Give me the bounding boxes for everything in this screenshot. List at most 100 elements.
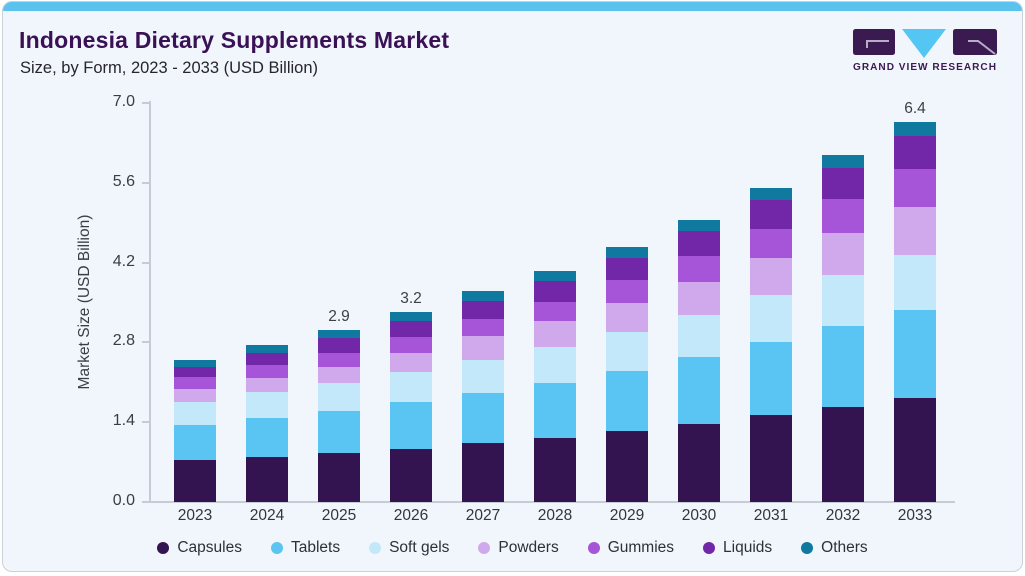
bar-segment-soft-gels <box>390 372 432 402</box>
legend-swatch-icon <box>369 542 382 554</box>
bar-segment-soft-gels <box>174 402 216 425</box>
y-axis-tick <box>142 102 150 104</box>
bar-segment-liquids <box>750 200 792 229</box>
bar-segment-gummies <box>606 280 648 303</box>
y-axis-tick <box>142 421 150 424</box>
legend-label: Powders <box>498 539 559 556</box>
legend-swatch-icon <box>478 542 491 554</box>
y-axis-title: Market Size (USD Billion) <box>76 214 93 390</box>
x-axis-line <box>149 501 955 503</box>
top-accent-bar <box>3 2 1022 11</box>
x-axis-label: 2033 <box>897 507 933 524</box>
bar-segment-others <box>390 312 432 321</box>
stacked-bar-chart: Market Size (USD Billion) 0.0 1.4 2.8 4.2 5.… <box>3 2 1022 571</box>
bar-segment-soft-gels <box>894 255 936 310</box>
bar-segment-liquids <box>462 301 504 319</box>
bar-segment-powders <box>534 321 576 347</box>
x-axis-label: 2029 <box>609 507 645 524</box>
bar-segment-gummies <box>318 353 360 367</box>
bar-total-label: 6.4 <box>904 100 926 118</box>
y-axis-tick <box>142 501 150 503</box>
bar-segment-liquids <box>822 168 864 199</box>
bar-segment-liquids <box>318 338 360 353</box>
bar-segment-tablets <box>246 418 288 457</box>
bar-segment-liquids <box>174 367 216 377</box>
bar-total-label: 3.2 <box>400 290 422 308</box>
legend-item-gummies: Gummies <box>587 539 675 557</box>
legend-swatch-icon <box>587 542 600 554</box>
bar-segment-powders <box>174 389 216 402</box>
bar-segment-liquids <box>894 136 936 169</box>
bar-segment-soft-gels <box>246 392 288 418</box>
legend-label: Capsules <box>177 539 242 556</box>
bar-segment-tablets <box>894 310 936 398</box>
bar-segment-soft-gels <box>318 383 360 411</box>
y-axis-tick <box>142 181 150 184</box>
page-title: Indonesia Dietary Supplements Market <box>19 27 450 53</box>
bar-segment-others <box>750 188 792 200</box>
bar-segment-soft-gels <box>606 332 648 371</box>
bar-segment-powders <box>462 336 504 360</box>
bar-segment-tablets <box>534 383 576 438</box>
x-axis-label: 2028 <box>537 507 573 524</box>
page-subtitle: Size, by Form, 2023 - 2033 (USD Billion) <box>20 59 319 77</box>
bar-segment-others <box>534 271 576 281</box>
bar-segment-tablets <box>390 402 432 449</box>
bar-segment-tablets <box>750 342 792 415</box>
x-axis-label: 2025 <box>321 507 357 524</box>
legend-label: Soft gels <box>389 539 450 556</box>
bar-segment-powders <box>894 207 936 255</box>
bar-segment-capsules <box>678 424 720 502</box>
bar-segment-liquids <box>246 353 288 365</box>
bar-segment-others <box>174 360 216 367</box>
x-axis-label: 2023 <box>177 507 213 524</box>
logo-wordmark: GRAND VIEW RESEARCH <box>853 62 997 73</box>
bar-segment-powders <box>678 282 720 315</box>
y-axis-tick-label: 2.8 <box>112 332 135 350</box>
y-axis-tick-label: 4.2 <box>112 252 135 270</box>
bar-segment-powders <box>822 233 864 275</box>
bar-segment-gummies <box>462 319 504 336</box>
logo-v-triangle <box>902 29 946 58</box>
bar-segment-powders <box>606 303 648 332</box>
bar-segment-liquids <box>678 231 720 256</box>
legend-item-liquids: Liquids <box>703 539 772 557</box>
legend-label: Others <box>821 539 868 556</box>
y-axis-tick <box>142 261 150 264</box>
bar-segment-liquids <box>534 281 576 302</box>
bar-segment-capsules <box>894 398 936 502</box>
x-axis-label: 2032 <box>825 507 861 524</box>
legend-label: Gummies <box>607 539 675 556</box>
logo-g-mark <box>866 40 889 48</box>
bar-segment-capsules <box>822 407 864 502</box>
x-axis-label: 2026 <box>393 507 429 524</box>
y-axis-tick <box>142 341 150 344</box>
legend-swatch-icon <box>801 542 814 554</box>
bar-segment-others <box>678 220 720 231</box>
bar-segment-others <box>246 345 288 353</box>
legend-swatch-icon <box>157 542 170 554</box>
y-axis-tick-label: 1.4 <box>112 412 135 430</box>
bar-segment-gummies <box>822 199 864 233</box>
bar-segment-capsules <box>750 415 792 502</box>
bar-segment-gummies <box>894 169 936 207</box>
legend-swatch-icon <box>270 542 283 554</box>
bar-segment-powders <box>390 353 432 372</box>
bar-segment-powders <box>318 367 360 383</box>
bar-segment-others <box>318 330 360 338</box>
bar-segment-soft-gels <box>678 315 720 357</box>
x-axis-label: 2027 <box>465 507 501 524</box>
bar-segment-tablets <box>462 393 504 443</box>
legend-label: Liquids <box>723 539 773 556</box>
bar-segment-gummies <box>750 229 792 258</box>
bar-segment-others <box>822 155 864 168</box>
bar-segment-gummies <box>246 365 288 378</box>
legend-item-others: Others <box>801 539 868 557</box>
bar-segment-powders <box>750 258 792 295</box>
bar-segment-soft-gels <box>534 347 576 383</box>
bar-segment-gummies <box>678 256 720 282</box>
bar-segment-tablets <box>822 326 864 407</box>
bar-segment-tablets <box>678 357 720 424</box>
y-axis-tick-label: 7.0 <box>112 93 135 110</box>
